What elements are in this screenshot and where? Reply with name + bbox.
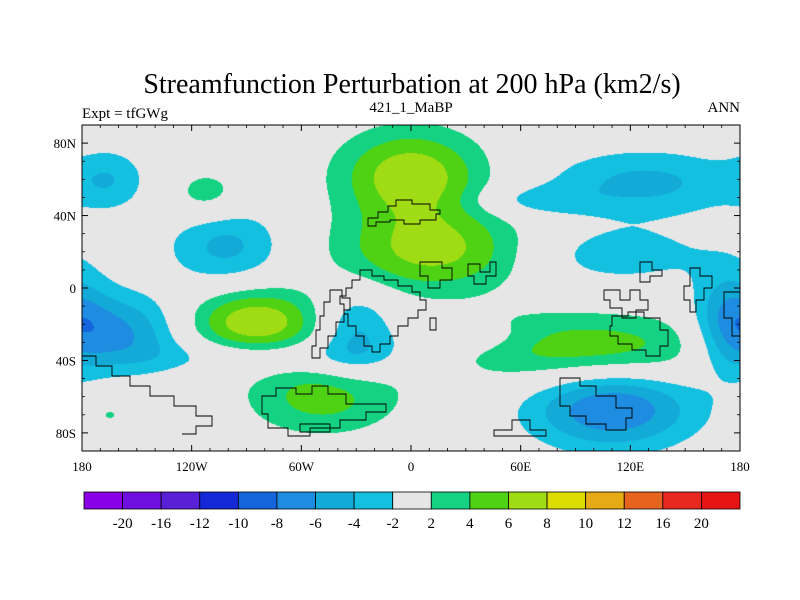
colorbar-label: 2 (428, 516, 436, 532)
coastline-madagascar (429, 317, 437, 331)
colorbar-label: -4 (348, 516, 361, 532)
colorbar-swatch (199, 491, 239, 510)
coastline-africa (339, 269, 427, 353)
colorbar-swatch (237, 491, 278, 510)
colorbar-swatch (392, 491, 432, 510)
coastline-europe (367, 199, 441, 227)
x-axis-ticks: 180 120W 60W 0 60E 120E 180 (72, 125, 750, 474)
coastline-southeast-asia (603, 289, 649, 319)
colorbar: -20 -16 -12 -10 -8 -6 -4 -2 2 4 6 8 10 12 16 20 (83, 491, 741, 532)
colorbar-swatch (585, 491, 625, 510)
center-string: 421_1_MaBP (369, 100, 452, 116)
coastlines (82, 199, 740, 437)
left-string: Expt = tfGWg (82, 106, 168, 122)
coastline-north-america (683, 267, 713, 313)
colorbar-swatch (508, 491, 548, 510)
coastline-antarctic-west (82, 355, 213, 435)
x-tick-label: 120E (617, 459, 645, 474)
x-tick-label: 120W (176, 459, 209, 474)
colorbar-swatch (160, 491, 201, 510)
y-tick-label: 40N (54, 209, 77, 224)
colorbar-label: 10 (578, 516, 593, 532)
plot-area (82, 125, 740, 451)
colorbar-swatch (353, 491, 394, 510)
colorbar-label: -20 (113, 516, 133, 532)
colorbar-swatch (623, 491, 664, 510)
colorbar-label: -6 (309, 516, 322, 532)
chart-title: Streamfunction Perturbation at 200 hPa (… (143, 69, 680, 100)
coastline-india (467, 261, 497, 285)
coastline-arabia (419, 261, 453, 289)
colorbar-swatch (662, 491, 702, 510)
colorbar-swatch (430, 491, 471, 510)
y-tick-label: 80N (54, 136, 77, 151)
y-tick-label: 80S (56, 426, 76, 441)
x-tick-label: 180 (730, 459, 750, 474)
coastline-pacific-island (639, 261, 663, 283)
colorbar-label: -16 (151, 516, 171, 532)
colorbar-label: -10 (228, 516, 248, 532)
coastline-pacific-coast (723, 291, 740, 337)
colorbar-label: -12 (190, 516, 210, 532)
colorbar-label: 20 (694, 516, 709, 532)
x-tick-label: 180 (72, 459, 92, 474)
coastline-antarctic-indian (559, 377, 633, 431)
colorbar-label: -2 (386, 516, 399, 532)
colorbar-label: -8 (271, 516, 284, 532)
coastline-antarctic-ross (493, 419, 547, 437)
y-axis-ticks: 80N 40N 0 40S 80S (54, 136, 740, 441)
coastline-australia (609, 311, 669, 357)
coastline-south-america (311, 289, 351, 359)
colorbar-label: 6 (505, 516, 513, 532)
colorbar-swatch (469, 491, 509, 510)
streamfunction-field (82, 125, 740, 451)
coastline-antarctic-coast (299, 423, 331, 433)
colorbar-swatch (546, 491, 587, 510)
x-tick-label: 0 (408, 459, 415, 474)
colorbar-label: 4 (466, 516, 474, 532)
colorbar-label: 16 (655, 516, 671, 532)
y-tick-label: 0 (70, 281, 77, 296)
x-tick-label: 60E (510, 459, 531, 474)
colorbar-label: 12 (617, 516, 632, 532)
colorbar-swatch (701, 491, 741, 510)
right-string: ANN (708, 100, 741, 116)
colorbar-swatch (315, 491, 355, 510)
x-tick-label: 60W (289, 459, 315, 474)
colorbar-swatch (83, 491, 123, 510)
colorbar-swatch (122, 491, 162, 510)
y-tick-label: 40S (56, 353, 76, 368)
colorbar-label: 8 (543, 516, 551, 532)
colorbar-swatch (276, 491, 316, 510)
coastline-antarctic-east (261, 385, 387, 437)
